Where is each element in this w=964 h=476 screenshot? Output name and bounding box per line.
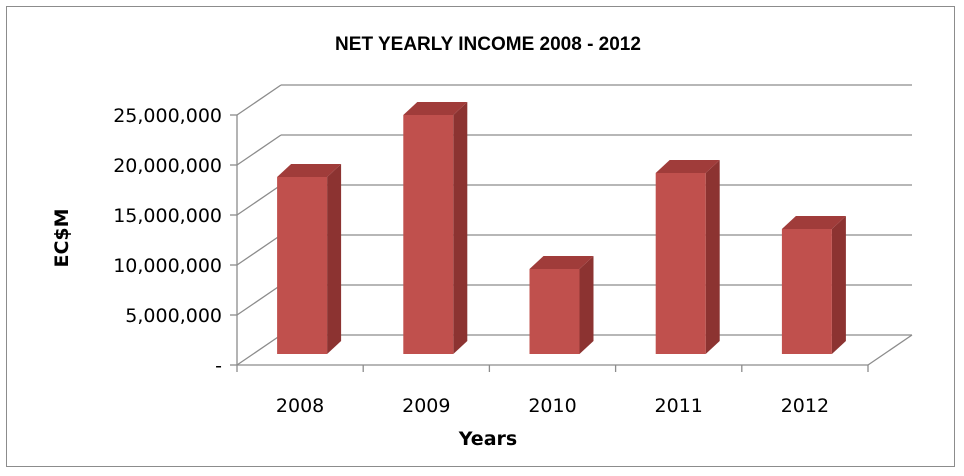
- gridline-diagonal: [236, 184, 282, 216]
- gridline-diagonal: [236, 234, 282, 266]
- x-tick-label: 2011: [655, 395, 703, 417]
- bar-side: [831, 216, 846, 354]
- bar-side: [705, 160, 720, 354]
- gridline-diagonal: [236, 334, 282, 366]
- x-tick-label: 2012: [781, 395, 829, 417]
- bar: [781, 229, 832, 354]
- bar: [277, 177, 328, 354]
- chart-title: NET YEARLY INCOME 2008 - 2012: [335, 34, 641, 55]
- floor-edge: [867, 334, 913, 366]
- bar-top: [529, 256, 594, 269]
- chart-axes: [230, 114, 913, 372]
- chart-bars: [277, 102, 846, 354]
- bar-side: [453, 102, 468, 354]
- y-tick-label: 5,000,000: [125, 305, 222, 327]
- y-tick-label: -: [215, 355, 222, 377]
- y-tick-label: 25,000,000: [113, 105, 222, 127]
- y-tick-label: 15,000,000: [113, 205, 222, 227]
- x-axis-label: Years: [458, 428, 517, 450]
- x-tick-labels: 2008 2009 2010 2011 2012: [276, 395, 829, 417]
- bar-top: [403, 102, 468, 115]
- y-axis-label: EC$M: [51, 208, 73, 267]
- bar: [403, 115, 454, 354]
- x-tick-label: 2010: [528, 395, 576, 417]
- y-tick-label: 10,000,000: [113, 255, 222, 277]
- bar: [655, 173, 706, 354]
- x-tick-label: 2009: [402, 395, 450, 417]
- x-tick-label: 2008: [276, 395, 324, 417]
- bar-top: [277, 164, 342, 177]
- bar: [529, 269, 580, 354]
- bar-top: [655, 160, 720, 173]
- gridline-diagonal: [236, 284, 282, 316]
- y-tick-labels: - 5,000,000 10,000,000 15,000,000 20,000,000…: [113, 105, 222, 377]
- bar-top: [781, 216, 846, 229]
- bar-side: [327, 164, 342, 354]
- bar-side: [579, 256, 594, 354]
- y-tick-label: 20,000,000: [113, 155, 222, 177]
- gridline-diagonal: [236, 84, 282, 116]
- gridline-diagonal: [236, 134, 282, 166]
